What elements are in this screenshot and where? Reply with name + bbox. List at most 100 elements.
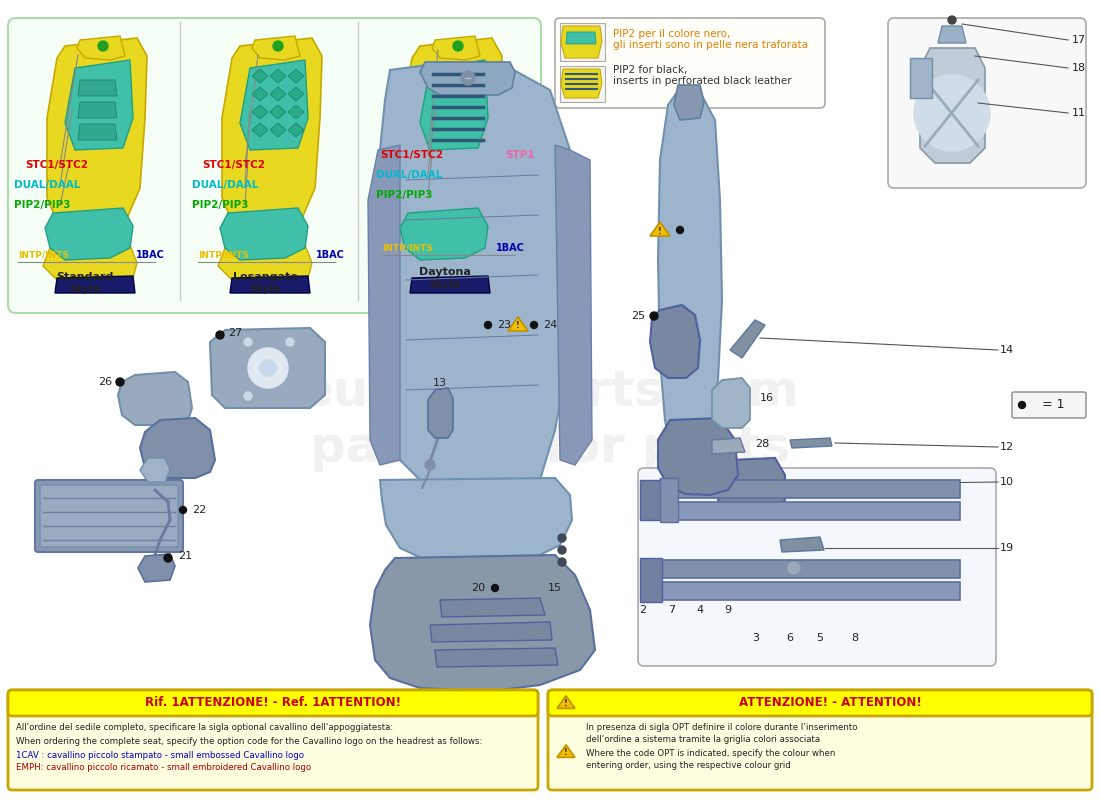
- Polygon shape: [410, 276, 490, 293]
- Polygon shape: [55, 276, 135, 293]
- Text: 24: 24: [543, 320, 558, 330]
- Polygon shape: [118, 372, 192, 425]
- FancyBboxPatch shape: [888, 18, 1086, 188]
- Polygon shape: [790, 438, 832, 448]
- Polygon shape: [658, 88, 722, 480]
- Text: 25: 25: [631, 311, 645, 321]
- Circle shape: [164, 554, 172, 562]
- Bar: [640, 480, 662, 520]
- Bar: [640, 558, 662, 602]
- Polygon shape: [561, 69, 602, 98]
- Text: INTP/INTS: INTP/INTS: [18, 250, 69, 259]
- Circle shape: [98, 41, 108, 51]
- Bar: [660, 502, 960, 520]
- Text: 10: 10: [1000, 477, 1014, 487]
- Text: 7: 7: [669, 605, 675, 615]
- FancyBboxPatch shape: [556, 18, 825, 108]
- Circle shape: [788, 562, 800, 574]
- Bar: [660, 582, 960, 600]
- Polygon shape: [140, 418, 214, 478]
- Text: INTP/INTS: INTP/INTS: [382, 243, 433, 253]
- Polygon shape: [780, 537, 824, 552]
- Polygon shape: [556, 145, 592, 465]
- Text: 4: 4: [696, 605, 704, 615]
- Polygon shape: [210, 328, 324, 408]
- Polygon shape: [78, 124, 117, 140]
- Text: 3: 3: [752, 633, 759, 643]
- Polygon shape: [508, 317, 528, 331]
- Polygon shape: [77, 36, 125, 60]
- Text: STP1: STP1: [505, 150, 535, 160]
- Circle shape: [484, 322, 492, 329]
- Polygon shape: [252, 87, 268, 101]
- Circle shape: [676, 226, 683, 234]
- Text: DUAL/DAAL: DUAL/DAAL: [14, 180, 80, 190]
- Text: gli inserti sono in pelle nera traforata: gli inserti sono in pelle nera traforata: [613, 40, 808, 50]
- Text: Style: Style: [69, 284, 101, 294]
- Polygon shape: [220, 208, 308, 260]
- Polygon shape: [288, 69, 304, 83]
- Text: When ordering the complete seat, specify the option code for the Cavallino logo : When ordering the complete seat, specify…: [16, 737, 483, 746]
- FancyBboxPatch shape: [35, 480, 183, 552]
- Text: 8: 8: [851, 633, 859, 643]
- Text: All'ordine del sedile completo, specificare la sigla optional cavallino dell'app: All'ordine del sedile completo, specific…: [16, 723, 394, 733]
- Circle shape: [492, 585, 498, 591]
- Text: 6: 6: [786, 633, 793, 643]
- Polygon shape: [402, 38, 502, 228]
- Text: 18: 18: [1072, 63, 1086, 73]
- Circle shape: [914, 75, 990, 151]
- Circle shape: [530, 322, 538, 329]
- Circle shape: [558, 546, 566, 554]
- Text: Rif. 1ATTENZIONE! - Ref. 1ATTENTION!: Rif. 1ATTENZIONE! - Ref. 1ATTENTION!: [145, 697, 402, 710]
- Text: 27: 27: [228, 328, 242, 338]
- Polygon shape: [938, 26, 966, 43]
- Circle shape: [558, 534, 566, 542]
- Polygon shape: [138, 554, 175, 582]
- Text: dell’ordine a sistema tramite la griglia colori associata: dell’ordine a sistema tramite la griglia…: [586, 735, 821, 745]
- Circle shape: [179, 506, 187, 514]
- Text: 17: 17: [1072, 35, 1086, 45]
- Polygon shape: [270, 87, 286, 101]
- Circle shape: [461, 71, 475, 85]
- Circle shape: [558, 558, 566, 566]
- Polygon shape: [375, 62, 575, 505]
- Bar: [660, 478, 678, 522]
- Text: inserts in perforated black leather: inserts in perforated black leather: [613, 76, 792, 86]
- Circle shape: [116, 378, 124, 386]
- FancyBboxPatch shape: [548, 690, 1092, 790]
- Polygon shape: [432, 36, 480, 60]
- Text: 2: 2: [639, 605, 647, 615]
- Circle shape: [650, 312, 658, 320]
- Text: INTP/INTS: INTP/INTS: [198, 250, 249, 259]
- Text: STC1/STC2: STC1/STC2: [25, 160, 88, 170]
- Polygon shape: [557, 696, 575, 709]
- Circle shape: [216, 331, 224, 339]
- Text: !: !: [516, 322, 520, 330]
- Text: PIP2/PIP3: PIP2/PIP3: [376, 190, 432, 200]
- Polygon shape: [428, 388, 453, 438]
- Circle shape: [453, 41, 463, 51]
- Text: PIP2 for black,: PIP2 for black,: [613, 65, 688, 75]
- Circle shape: [248, 348, 288, 388]
- Text: 19: 19: [1000, 543, 1014, 553]
- Bar: [560, 66, 605, 102]
- Polygon shape: [434, 648, 558, 667]
- Text: 1BAC: 1BAC: [496, 243, 525, 253]
- Text: 13: 13: [433, 378, 447, 388]
- Polygon shape: [368, 145, 400, 465]
- Polygon shape: [252, 69, 268, 83]
- Text: entering order, using the respective colour grid: entering order, using the respective col…: [586, 762, 791, 770]
- Circle shape: [244, 338, 252, 346]
- Text: 26: 26: [98, 377, 112, 387]
- Text: In presenza di sigla OPT definire il colore durante l’inserimento: In presenza di sigla OPT definire il col…: [586, 723, 858, 733]
- Text: 28: 28: [755, 439, 769, 449]
- Text: 5: 5: [816, 633, 824, 643]
- Polygon shape: [557, 745, 575, 758]
- Polygon shape: [78, 102, 117, 118]
- Text: = 1: = 1: [1042, 398, 1065, 411]
- Polygon shape: [252, 105, 268, 119]
- Text: 23: 23: [497, 320, 512, 330]
- Polygon shape: [43, 245, 138, 280]
- Text: 1CAV : cavallino piccolo stampato - small embossed Cavallino logo: 1CAV : cavallino piccolo stampato - smal…: [16, 750, 304, 759]
- Text: PIP2 per il colore nero,: PIP2 per il colore nero,: [613, 29, 730, 39]
